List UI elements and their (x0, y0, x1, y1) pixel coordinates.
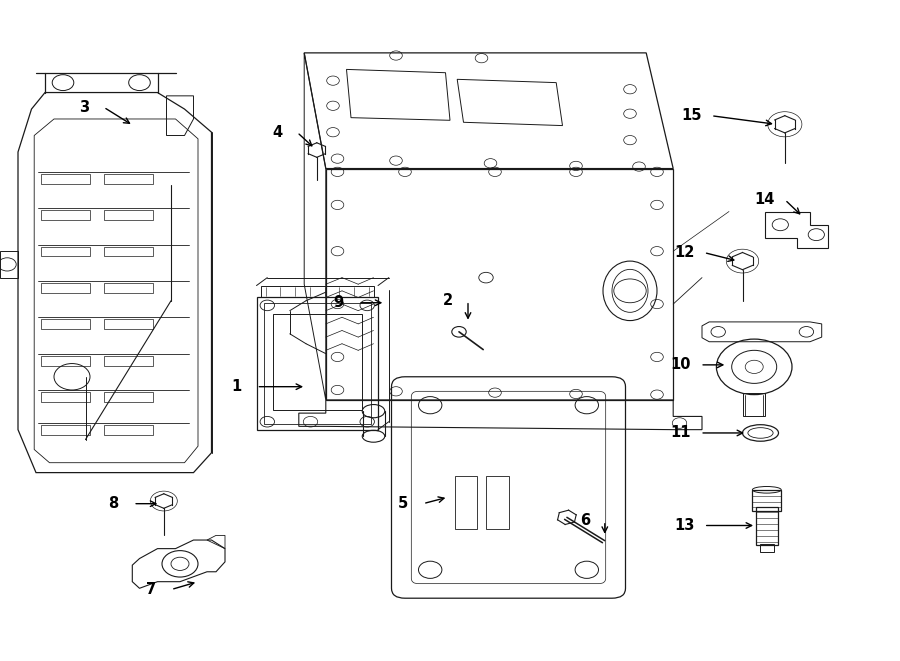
Bar (104, 283, 153, 293)
Text: 12: 12 (674, 245, 694, 260)
Bar (752, 490, 781, 511)
Text: 4: 4 (272, 125, 283, 139)
Bar (104, 174, 153, 184)
Bar (104, 319, 153, 329)
Bar (40, 425, 90, 435)
Bar (40, 392, 90, 402)
Bar (743, 393, 765, 416)
Bar (756, 507, 778, 545)
Bar (261, 286, 374, 297)
Bar (104, 425, 153, 435)
Text: 8: 8 (108, 496, 119, 511)
Bar (40, 210, 90, 220)
Bar (40, 247, 90, 256)
Bar (104, 247, 153, 256)
Text: 14: 14 (755, 192, 775, 207)
Bar (40, 174, 90, 184)
Bar (273, 314, 362, 410)
Bar (454, 476, 477, 529)
Bar (104, 210, 153, 220)
Text: 3: 3 (78, 100, 89, 114)
Bar (40, 319, 90, 329)
Text: 2: 2 (443, 293, 454, 308)
Text: 1: 1 (231, 379, 242, 394)
Text: 11: 11 (670, 426, 690, 440)
Text: 7: 7 (146, 582, 157, 597)
Text: 6: 6 (580, 514, 590, 528)
Bar (256, 297, 378, 430)
Text: 13: 13 (674, 518, 694, 533)
Bar (264, 303, 371, 424)
Text: 10: 10 (670, 358, 690, 372)
Bar (40, 356, 90, 366)
Bar (760, 544, 774, 552)
Text: 5: 5 (398, 496, 409, 511)
Bar (104, 356, 153, 366)
Text: 15: 15 (681, 108, 701, 123)
Bar (486, 476, 508, 529)
Bar (40, 283, 90, 293)
Bar (104, 392, 153, 402)
Text: 9: 9 (333, 295, 344, 310)
